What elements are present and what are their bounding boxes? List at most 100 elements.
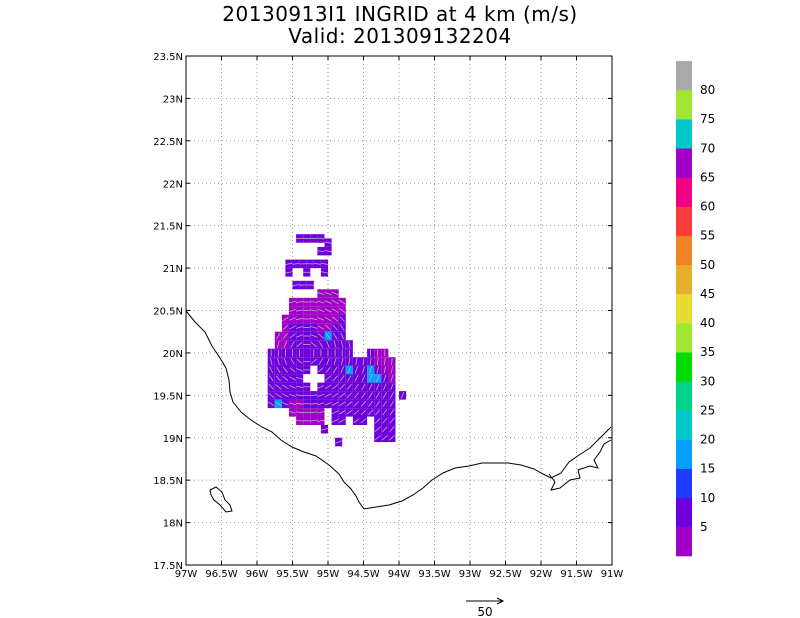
wind-vector [353, 392, 360, 399]
wind-vector [340, 332, 345, 340]
wind-vector [376, 374, 380, 382]
wind-vector [317, 385, 325, 389]
wind-vector [282, 402, 289, 406]
wind-vector [296, 358, 303, 364]
longitude-ticks: 97W 96.5W 96W 95.5W 95W 94.5W 94W 93.5W 93W 92.5W… [175, 56, 623, 580]
wind-vector [333, 357, 337, 365]
wind-vector [296, 385, 304, 388]
wind-vector [355, 357, 358, 365]
wind-vector [324, 308, 332, 313]
wind-vector [296, 394, 304, 397]
wind-vector [332, 366, 338, 374]
wind-vector [318, 358, 324, 365]
wind-vector [296, 377, 304, 380]
wind-vector [360, 400, 367, 407]
lon-tick-label: 93W [459, 569, 482, 580]
wind-vector [318, 341, 324, 348]
wind-vector [283, 357, 288, 365]
lat-tick-label: 20N [163, 349, 183, 360]
lat-tick-label: 21N [163, 264, 183, 275]
wind-vector [400, 391, 405, 399]
wind-vector [283, 341, 288, 348]
wind-vector [339, 401, 346, 407]
lon-tick-label: 95.5W [276, 569, 308, 580]
wind-vector [375, 400, 381, 407]
wind-vector [324, 393, 332, 398]
colorbar-label: 40 [700, 316, 715, 330]
wind-vector [331, 299, 339, 305]
reference-vector-head [496, 597, 505, 605]
colorbar-label: 5 [700, 520, 708, 534]
colorbar-bin [676, 352, 692, 382]
map-title-line2: Valid: 201309132204 [288, 24, 512, 48]
wind-vector [362, 366, 365, 374]
wind-vector [296, 368, 303, 372]
colorbar-bin [676, 381, 692, 411]
lon-tick-label: 96W [246, 569, 269, 580]
wind-vector [332, 316, 339, 322]
wind-vector [353, 401, 360, 407]
wind-vector [362, 357, 365, 365]
colorbar-bin [676, 468, 692, 498]
wind-vector [332, 384, 339, 390]
wind-vector [313, 263, 321, 265]
wind-vector [338, 418, 346, 423]
wind-vector [361, 392, 366, 399]
latitude-ticks: 17.5N 18N 18.5N 19N 19.5N 20N 20.5N 21N 21.5N 22N… [153, 52, 612, 572]
wind-vector [347, 366, 351, 374]
wind-vector [317, 250, 325, 252]
wind-vector [282, 366, 288, 373]
wind-vector [341, 357, 344, 365]
colorbar-bin [676, 90, 692, 120]
lat-tick-label: 23N [163, 94, 183, 105]
wind-vector [389, 435, 395, 441]
wind-vector [290, 341, 295, 348]
wind-vector [375, 392, 380, 399]
wind-vector [339, 316, 345, 322]
wind-vector [332, 332, 338, 340]
wind-vector [317, 309, 325, 312]
lat-tick-label: 22.5N [153, 137, 183, 148]
wind-vector [324, 316, 332, 322]
wind-vector [326, 341, 330, 348]
colorbar-bin [676, 148, 692, 178]
colorbar-bin [676, 293, 692, 324]
wind-vector [381, 435, 388, 441]
lat-tick-label: 19N [163, 434, 183, 445]
wind-vector [326, 357, 330, 365]
coastline-lake [209, 486, 233, 513]
lat-lon-grid [186, 56, 612, 565]
lat-tick-label: 18N [163, 519, 183, 530]
wind-vector [331, 401, 339, 406]
wind-vector [346, 383, 352, 390]
wind-vector [389, 392, 394, 399]
lon-tick-label: 95W [317, 569, 340, 580]
wind-vector [360, 409, 367, 415]
wind-vector [389, 400, 395, 408]
wind-vector [317, 325, 325, 330]
lat-tick-label: 23.5N [153, 52, 183, 63]
colorbar-bin [676, 264, 692, 295]
wind-vector [289, 385, 296, 389]
wind-vector [296, 301, 304, 303]
wind-vector [310, 411, 318, 414]
wind-vector [389, 409, 395, 416]
lon-tick-label: 94W [388, 569, 411, 580]
wind-vector [317, 237, 325, 240]
colorbar-bin [676, 206, 692, 236]
wind-vector [282, 384, 289, 390]
wind-vector [332, 375, 338, 382]
wind-vector [289, 367, 296, 373]
colorbar-bin [676, 497, 692, 528]
wind-vector [325, 324, 331, 331]
wind-vector [346, 409, 353, 415]
wind-vector [333, 340, 337, 348]
wind-vector [339, 392, 346, 398]
wind-vector [282, 332, 288, 339]
wind-vector [325, 332, 331, 339]
wind-vector [288, 402, 297, 406]
wind-vector [353, 418, 360, 424]
wind-vector [383, 374, 387, 382]
wind-vector [275, 375, 281, 382]
wind-vector [382, 392, 387, 399]
